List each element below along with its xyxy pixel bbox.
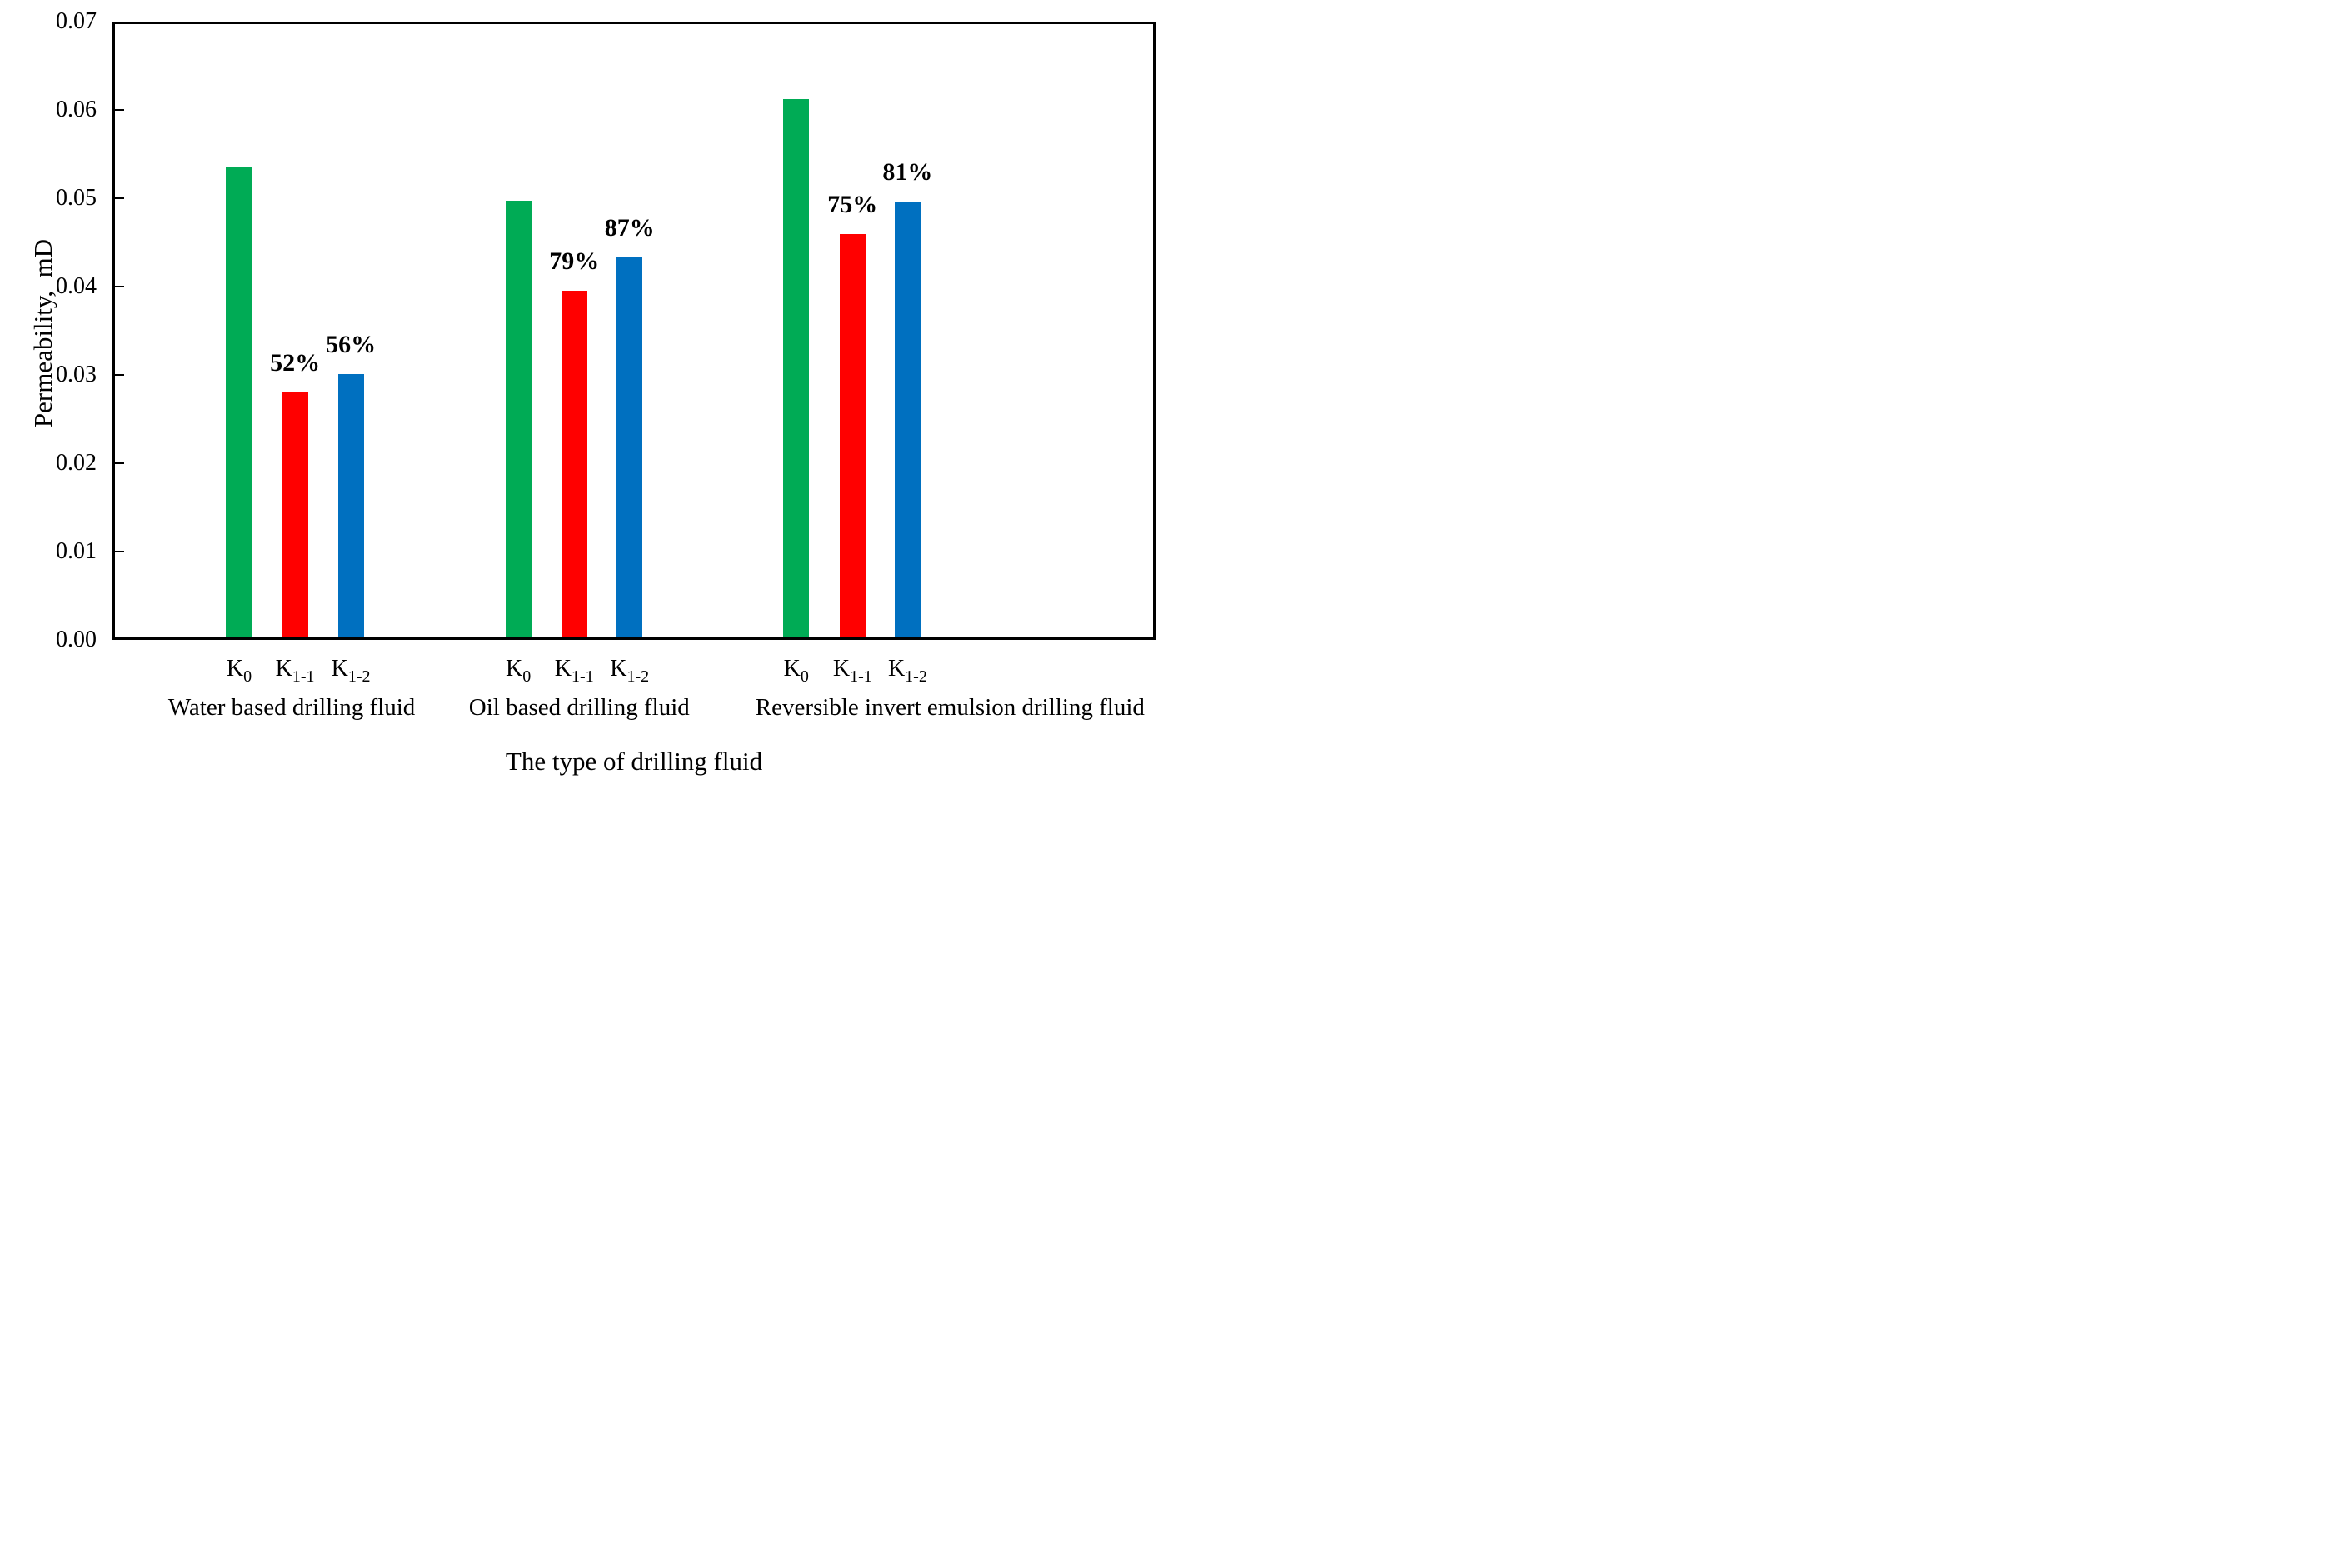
bar-chart-figure: Permeability, mD 0.00 0.01 0.02 0.03 0.04 0.0… bbox=[0, 0, 1170, 784]
bar-label-K0-group2: K0 bbox=[506, 656, 532, 686]
y-tick-label-0.07: 0.07 bbox=[56, 8, 97, 34]
annotation-K1-2-group2: 87% bbox=[604, 214, 655, 242]
y-tick-label-0.06: 0.06 bbox=[56, 97, 97, 122]
bar-K0-group2 bbox=[505, 201, 532, 637]
bar-K0-group1 bbox=[226, 167, 252, 637]
y-tick-label-0.02: 0.02 bbox=[56, 450, 97, 476]
y-tick-label-0.01: 0.01 bbox=[56, 538, 97, 564]
bar-label-K1-2-group3: K1-2 bbox=[887, 656, 927, 686]
y-tick-label-0.03: 0.03 bbox=[56, 362, 97, 387]
bar-K0-group3 bbox=[783, 99, 810, 637]
y-tick-0.05 bbox=[112, 197, 124, 200]
y-tick-0.06 bbox=[112, 108, 124, 112]
annotation-K1-2-group3: 81% bbox=[882, 158, 933, 187]
group-label-1: Water based drilling fluid bbox=[167, 694, 416, 721]
y-tick-label-0.00: 0.00 bbox=[56, 627, 97, 652]
y-tick-label-0.05: 0.05 bbox=[56, 185, 97, 211]
bar-label-K0-group1: K0 bbox=[226, 656, 252, 686]
bar-K1-1-group1 bbox=[282, 392, 308, 637]
y-tick-label-0.04: 0.04 bbox=[56, 273, 97, 299]
bar-label-K1-1-group1: K1-1 bbox=[275, 656, 315, 686]
annotation-K1-1-group1: 52% bbox=[270, 349, 321, 377]
bar-K1-1-group2 bbox=[561, 291, 587, 637]
bar-label-K1-1-group2: K1-1 bbox=[554, 656, 594, 686]
annotation-K1-1-group2: 79% bbox=[549, 247, 600, 276]
bar-label-K0-group3: K0 bbox=[783, 656, 809, 686]
y-tick-0.01 bbox=[112, 550, 124, 553]
x-axis-title: The type of drilling fluid bbox=[505, 747, 763, 776]
bar-K1-2-group2 bbox=[616, 257, 643, 637]
bar-label-K1-1-group3: K1-1 bbox=[832, 656, 872, 686]
bar-label-K1-2-group2: K1-2 bbox=[610, 656, 650, 686]
group-label-2: Oil based drilling fluid bbox=[468, 694, 690, 721]
group-label-3: Reversible invert emulsion drilling flui… bbox=[755, 694, 1145, 721]
y-tick-0.04 bbox=[112, 285, 124, 288]
y-tick-0.02 bbox=[112, 462, 124, 465]
bar-K1-1-group3 bbox=[839, 234, 866, 637]
annotation-K1-2-group1: 56% bbox=[326, 330, 377, 358]
bar-K1-2-group1 bbox=[337, 373, 364, 637]
bar-label-K1-2-group1: K1-2 bbox=[331, 656, 371, 686]
annotation-K1-1-group3: 75% bbox=[827, 191, 878, 219]
y-tick-0.03 bbox=[112, 373, 124, 377]
bar-K1-2-group3 bbox=[894, 202, 921, 637]
